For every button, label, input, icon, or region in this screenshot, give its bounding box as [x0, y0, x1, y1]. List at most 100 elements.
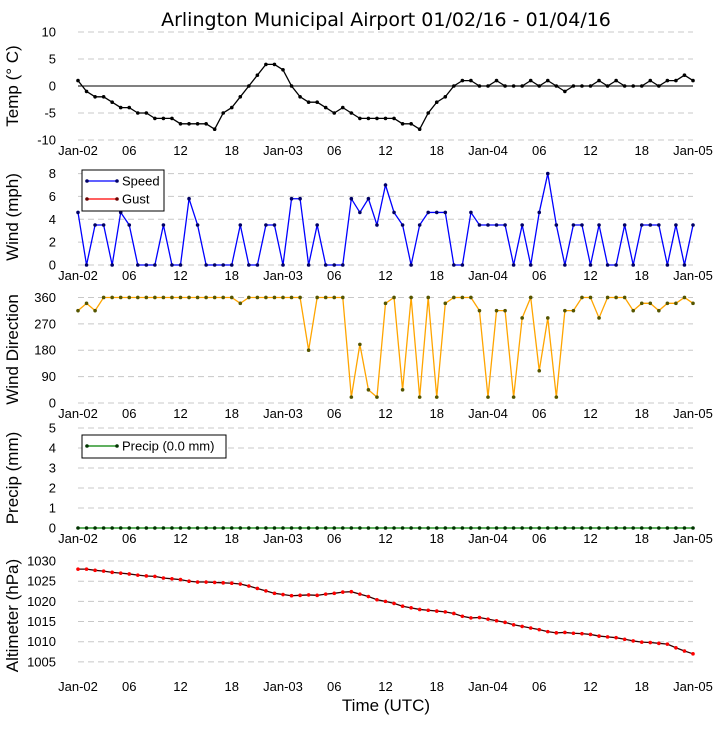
x-tick-label: 12: [173, 679, 187, 694]
data-point: [247, 584, 251, 588]
x-tick-label: Jan-04: [468, 406, 508, 421]
data-point: [571, 84, 576, 88]
data-point: [289, 84, 294, 88]
x-tick-label: 06: [532, 406, 546, 421]
data-point: [520, 526, 524, 530]
data-point: [358, 526, 362, 530]
series-line: [78, 568, 694, 655]
data-point: [238, 582, 243, 586]
data-point: [674, 223, 678, 227]
data-point: [187, 295, 191, 300]
data-point: [153, 295, 157, 300]
data-point: [486, 84, 490, 88]
data-point: [118, 105, 123, 110]
data-point: [554, 223, 559, 227]
data-point: [494, 78, 499, 83]
x-tick-label: 06: [122, 679, 136, 694]
x-tick-label: 12: [583, 406, 597, 421]
data-point: [272, 62, 277, 67]
x-tick-label: Jan-03: [263, 143, 303, 158]
data-point: [426, 210, 431, 215]
data-point: [76, 526, 80, 530]
data-point: [460, 78, 465, 83]
panel-0: 10 5 0 -5 -10 Temp (° C) Jan-02 06 12 18 Jan-03 06 1…: [3, 25, 713, 159]
data-point: [323, 295, 328, 300]
data-point: [144, 263, 149, 267]
data-point: [323, 526, 328, 530]
data-point: [443, 526, 448, 530]
data-point: [110, 295, 114, 300]
data-point: [528, 626, 533, 630]
y-tick-label: 2: [49, 235, 56, 250]
data-point: [383, 116, 388, 121]
data-point: [443, 95, 448, 99]
data-point: [76, 308, 80, 313]
data-point: [537, 368, 542, 373]
x-tick-label: 06: [122, 406, 136, 421]
data-point: [204, 526, 208, 530]
data-point: [340, 105, 345, 110]
y-tick-label: -5: [44, 106, 56, 121]
data-point: [460, 263, 465, 267]
data-point: [289, 526, 294, 530]
data-point: [221, 581, 226, 585]
x-tick-label: 06: [122, 531, 136, 546]
data-point: [144, 574, 149, 578]
data-point: [400, 223, 405, 227]
data-point: [648, 78, 653, 83]
data-point: [400, 526, 405, 530]
data-point: [255, 586, 260, 591]
x-tick-label: 12: [173, 268, 187, 283]
data-point: [212, 263, 217, 267]
data-point: [272, 526, 277, 530]
data-point: [221, 111, 226, 115]
data-point: [170, 295, 174, 300]
legend-marker: [115, 179, 119, 183]
data-point: [178, 295, 183, 300]
x-tick-label: 12: [378, 406, 392, 421]
data-point: [469, 78, 473, 83]
data-point: [93, 308, 97, 313]
data-point: [691, 223, 695, 227]
x-tick-label: 12: [378, 268, 392, 283]
data-point: [306, 348, 311, 353]
data-point: [434, 100, 439, 104]
data-point: [281, 295, 285, 300]
legend-marker: [85, 197, 89, 201]
data-point: [443, 610, 448, 614]
x-tick-label: Jan-04: [468, 679, 508, 694]
y-axis-label: Wind Direction: [3, 294, 22, 405]
data-point: [229, 526, 234, 530]
y-axis-label: Precip (mm): [3, 432, 22, 525]
data-point: [298, 95, 302, 99]
data-point: [452, 611, 456, 616]
x-tick-label: 18: [635, 679, 649, 694]
data-point: [503, 223, 507, 227]
data-point: [247, 295, 251, 300]
data-point: [289, 295, 294, 300]
legend-label: Gust: [122, 192, 150, 207]
data-point: [392, 210, 396, 215]
data-point: [127, 295, 132, 300]
data-point: [434, 609, 439, 613]
data-point: [110, 263, 114, 267]
legend-box: [81, 434, 227, 459]
data-point: [409, 606, 413, 610]
data-point: [238, 223, 243, 227]
data-point: [264, 589, 268, 593]
x-tick-label: Jan-02: [58, 531, 98, 546]
data-point: [289, 593, 294, 598]
data-point: [486, 223, 490, 227]
data-point: [84, 526, 89, 530]
data-point: [494, 308, 499, 313]
data-point: [622, 637, 627, 642]
data-point: [400, 604, 405, 609]
data-point: [118, 526, 123, 530]
data-point: [195, 580, 200, 584]
y-tick-label: 0: [49, 521, 56, 536]
data-point: [528, 263, 533, 267]
data-point: [118, 295, 123, 300]
data-point: [648, 526, 653, 530]
data-point: [597, 526, 601, 530]
data-point: [187, 526, 191, 530]
